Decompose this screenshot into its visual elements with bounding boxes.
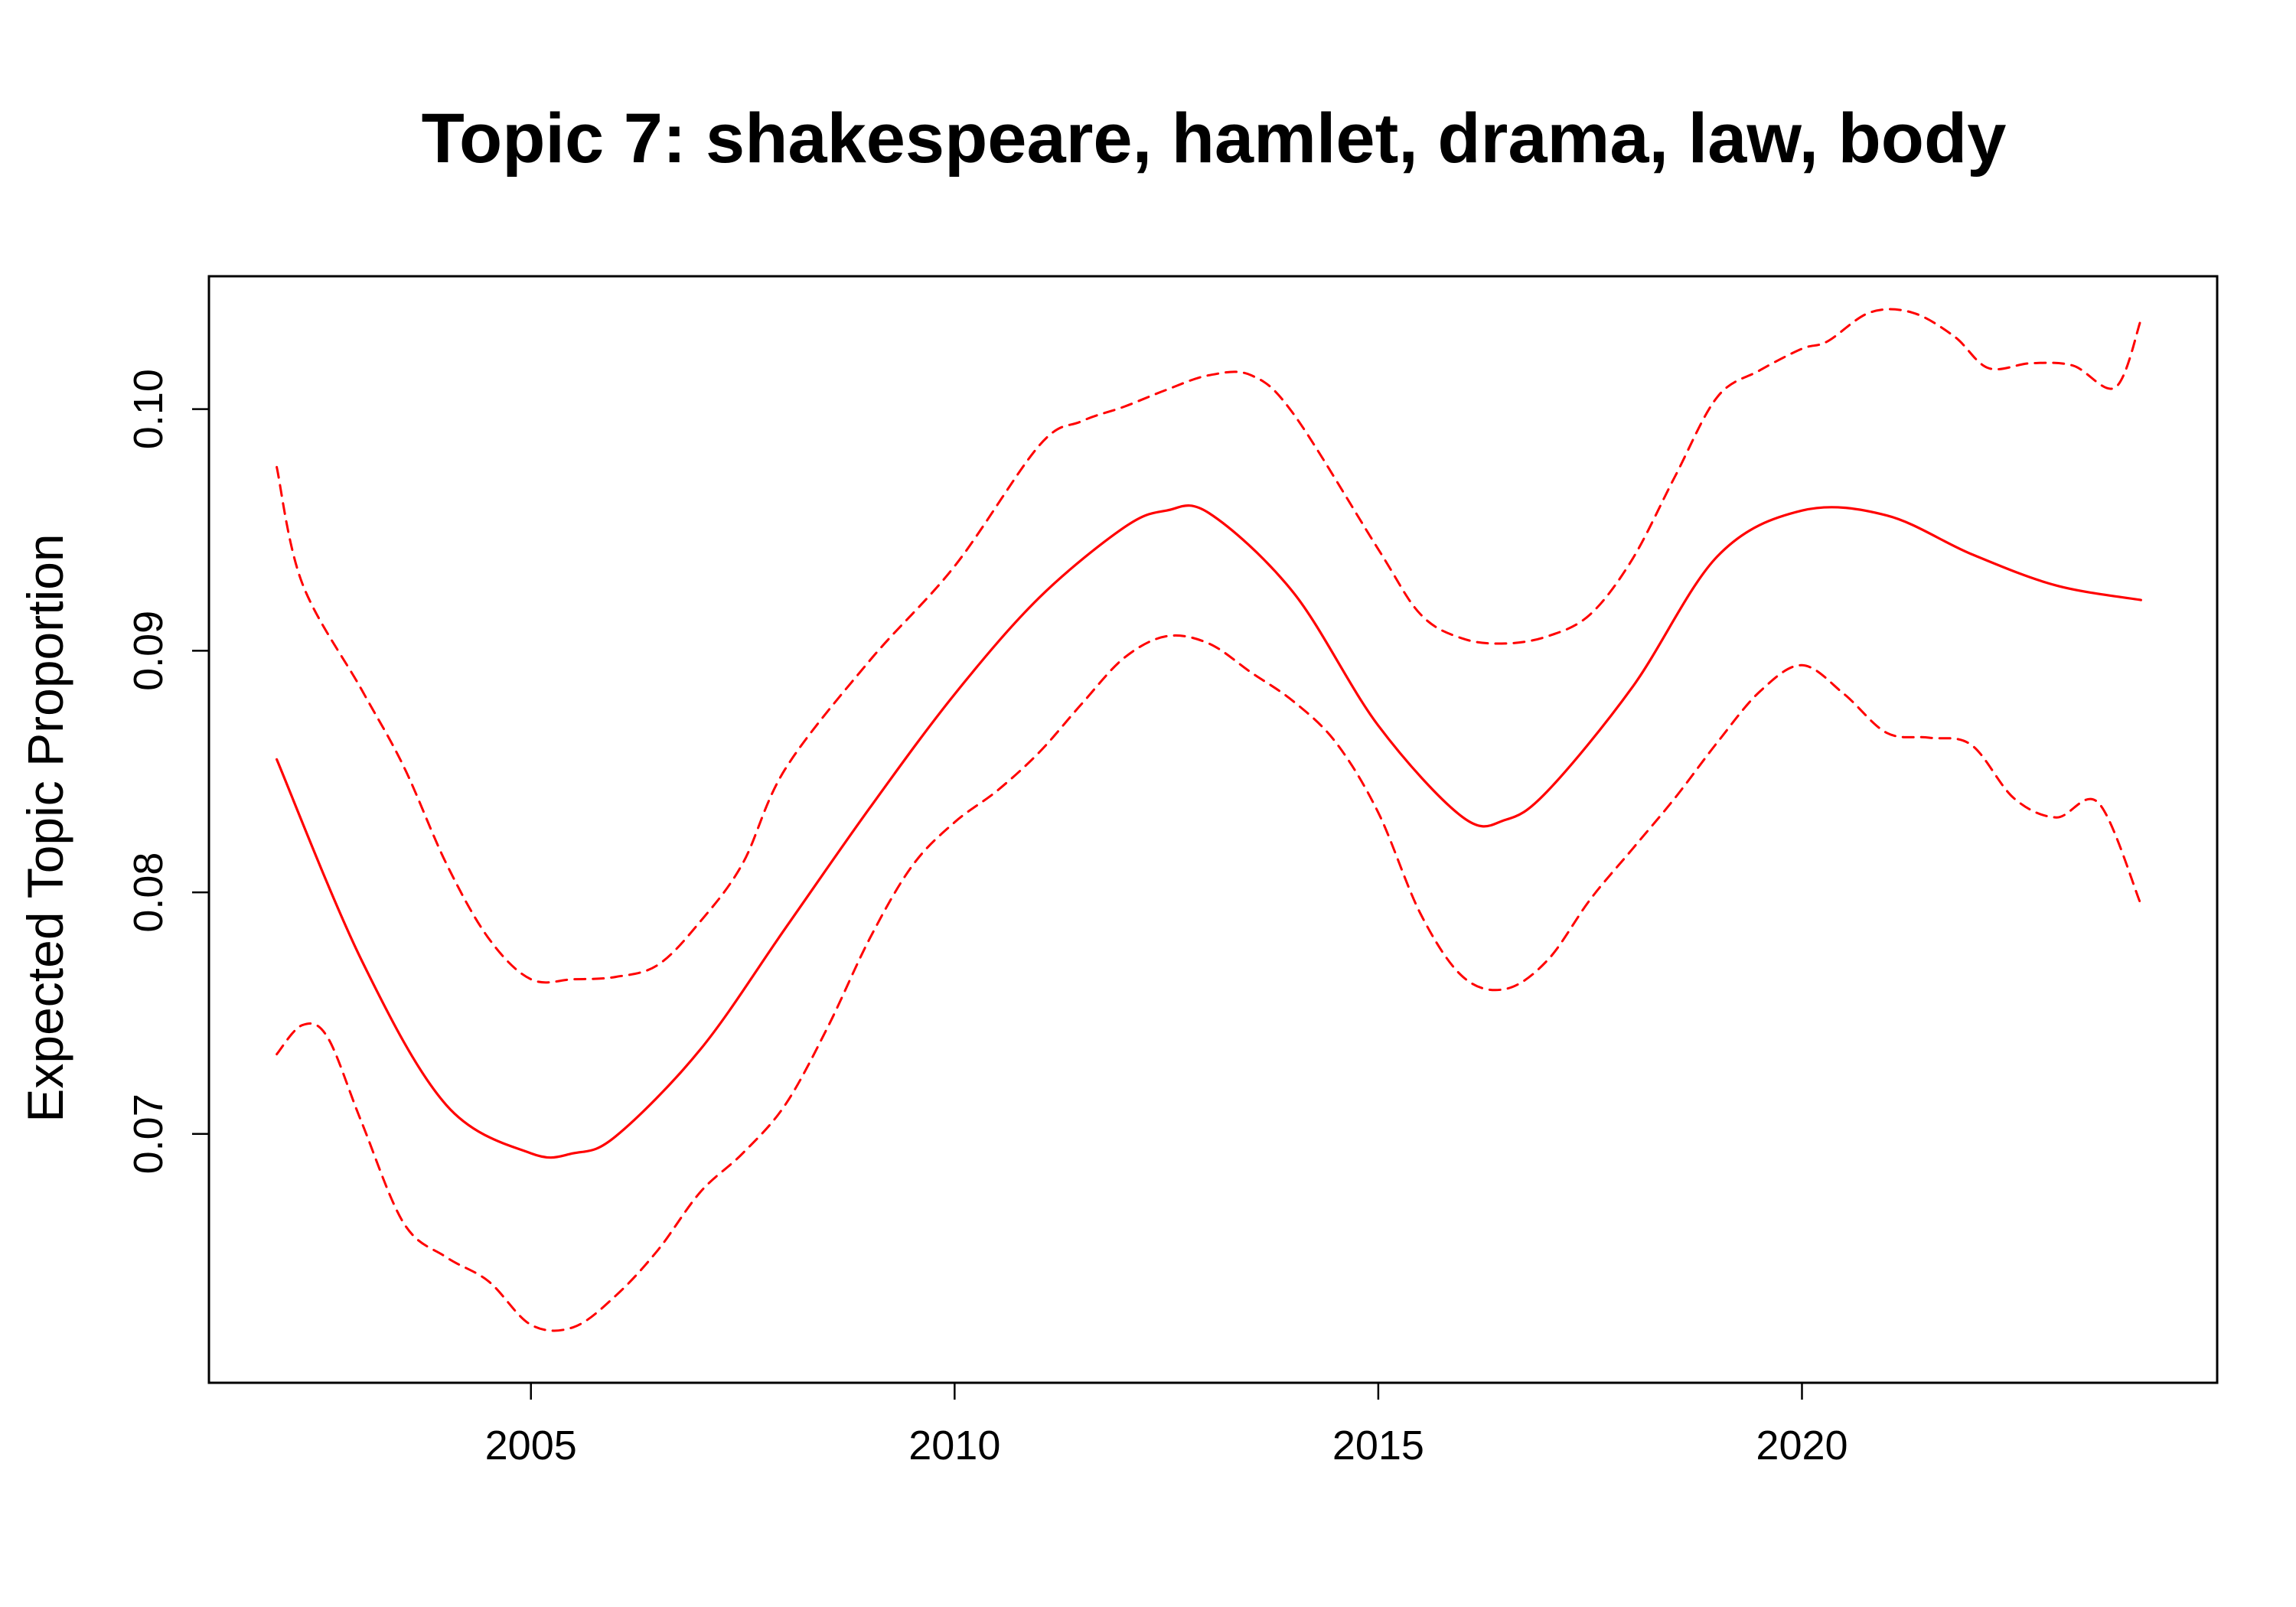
x-tick-label: 2020 [1756,1423,1848,1468]
y-tick-label: 0.09 [126,611,171,691]
y-tick-label: 0.08 [126,852,171,933]
y-tick-label: 0.10 [126,369,171,449]
x-tick-label: 2010 [908,1423,1000,1468]
plot-area-frame [207,275,2219,1384]
y-axis-label: Expected Topic Proportion [17,533,73,1122]
x-axis: 2005 2010 2015 2020 [485,1381,1848,1468]
x-tick-label: 2005 [485,1423,577,1468]
chart-title: Topic 7: shakespeare, hamlet, drama, law… [422,99,2007,178]
series-line-upper [276,308,2142,984]
series-line-lower [276,634,2142,1332]
series-line-estimate [276,504,2142,1159]
x-tick-label: 2015 [1332,1423,1424,1468]
y-axis: 0.07 0.08 0.09 0.10 [126,369,210,1174]
series-layer [276,308,2142,1332]
y-tick-label: 0.07 [126,1094,171,1174]
